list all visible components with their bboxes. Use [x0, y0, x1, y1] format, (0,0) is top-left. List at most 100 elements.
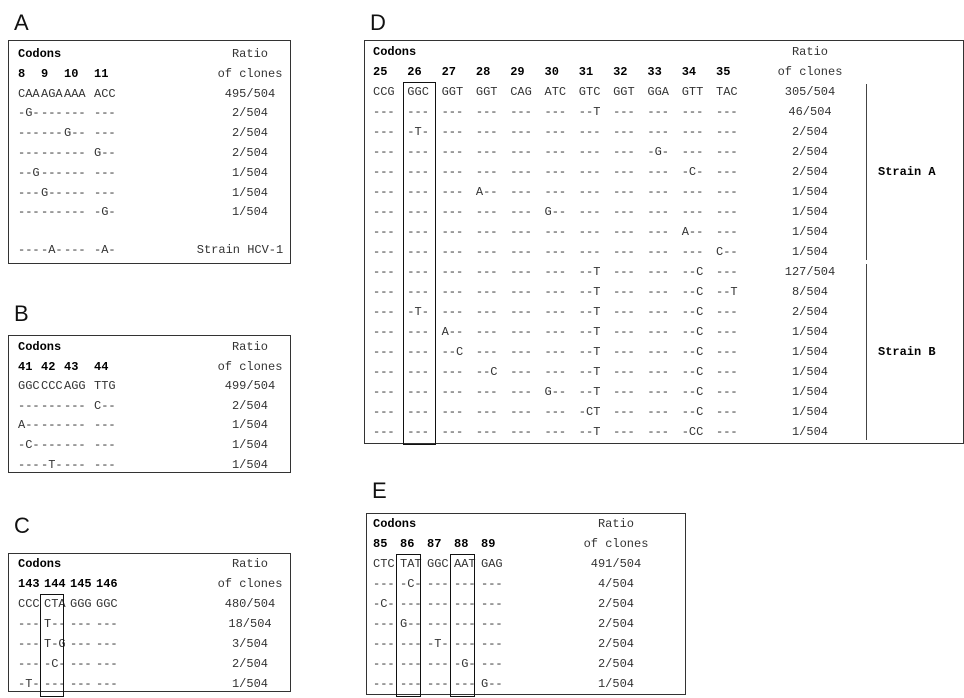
codon-cell: ---	[64, 457, 86, 472]
ratio-cell: 2/504	[231, 126, 268, 141]
panel-E	[366, 513, 686, 695]
codon-cell: ---	[716, 225, 738, 239]
codon-cell: ---	[613, 105, 635, 119]
codon-cell: -C-	[18, 438, 40, 452]
codon-cell: -T-	[407, 305, 429, 319]
codon-cell: ---	[510, 305, 532, 319]
codon-cell: ---	[64, 185, 86, 200]
ratio-cell: 1/504	[791, 325, 828, 339]
codon-cell: ---	[647, 265, 669, 279]
ratio-label: Ratio	[231, 340, 268, 354]
ratio-label: Ratio	[597, 517, 634, 531]
codon-cell: ---	[578, 205, 601, 219]
codon-number: 31	[578, 65, 594, 79]
codon-cell: --C	[681, 365, 704, 379]
codon-cell: ---	[407, 225, 429, 239]
codon-cell: ---	[647, 305, 669, 319]
codon-cell: ---	[94, 418, 116, 433]
codon-cell: ---	[407, 425, 429, 439]
codon-number: 44	[94, 359, 109, 374]
codon-cell: ---	[400, 597, 422, 611]
ratio-label: of clones	[217, 577, 283, 591]
codon-cell: ---	[64, 146, 86, 160]
codon-cell: ---	[441, 205, 464, 219]
codon-cell: ---	[18, 398, 40, 413]
codon-cell: ---	[475, 165, 498, 179]
ratio-cell: 1/504	[791, 365, 828, 379]
codon-number: 25	[373, 65, 388, 79]
codon-cell: ---	[94, 165, 116, 180]
codon-cell: --C	[681, 385, 704, 399]
ratio-cell: 4/504	[597, 577, 634, 591]
codon-cell: A--	[18, 418, 40, 433]
codon-cell: CAG	[510, 85, 532, 99]
codon-cell: -CC	[681, 425, 704, 439]
panel-letter: E	[372, 478, 387, 503]
codon-cell: TAC	[716, 85, 738, 99]
codon-cell: ---	[373, 577, 395, 591]
codon-cell: ---	[373, 285, 395, 299]
panel-letter: C	[14, 513, 30, 538]
ratio-cell: 1/504	[791, 405, 828, 419]
codon-cell: ---	[510, 105, 532, 119]
codon-cell: --T	[578, 365, 601, 379]
codon-cell: AAA	[64, 86, 86, 101]
ratio-cell: 1/504	[231, 165, 268, 180]
codon-cell: ---	[510, 205, 532, 219]
codon-cell: ---	[441, 185, 464, 199]
codon-cell: ---	[647, 225, 669, 239]
codon-cell: ---	[407, 185, 429, 199]
codons-label: Codons	[18, 47, 62, 61]
panel-C	[8, 553, 291, 692]
codon-cell: C--	[716, 245, 738, 259]
codon-cell: ---	[373, 617, 395, 631]
codon-number: 33	[647, 65, 662, 79]
codon-column-highlight	[40, 594, 64, 697]
codon-cell: ---	[578, 225, 601, 239]
codon-cell: ---	[510, 285, 532, 299]
codon-cell: --C	[681, 345, 704, 359]
codon-cell: ---	[647, 385, 669, 399]
codon-cell: ---	[716, 105, 738, 119]
panel-letter: A	[14, 10, 29, 35]
codon-cell: ATC	[544, 85, 567, 99]
codon-cell: ---	[510, 265, 532, 279]
codon-cell: ---	[544, 425, 567, 439]
codon-cell: ---	[94, 457, 116, 472]
codon-cell: -G-	[18, 106, 40, 121]
codon-cell: --G	[18, 165, 40, 180]
codon-cell: ACC	[94, 86, 116, 101]
codon-cell: -A-	[94, 243, 116, 258]
ratio-cell: 1/504	[231, 205, 268, 220]
codon-cell: ---	[441, 385, 464, 399]
codon-cell: GTT	[681, 85, 704, 99]
codon-cell: ---	[613, 205, 635, 219]
codon-cell: ---	[613, 305, 635, 319]
codon-cell: ---	[454, 597, 476, 611]
ratio-cell: 3/504	[231, 637, 268, 651]
codon-cell: AAT	[454, 557, 476, 571]
codon-cell: ---	[510, 185, 532, 199]
codon-cell: ---	[373, 637, 395, 651]
ratio-cell: 46/504	[788, 105, 832, 119]
codon-cell: ---	[613, 225, 635, 239]
codon-cell: ---	[475, 205, 498, 219]
ratio-cell: 2/504	[791, 125, 828, 139]
ratio-cell: 1/504	[231, 185, 268, 200]
codon-cell: --C	[475, 365, 498, 379]
codon-cell: ---	[613, 285, 635, 299]
codon-cell: ---	[441, 105, 464, 119]
codon-cell: TTG	[94, 379, 116, 394]
codon-cell: ---	[475, 225, 498, 239]
codon-cell: ---	[716, 205, 738, 219]
codon-cell: ---	[373, 165, 395, 179]
codon-cell: CTC	[373, 557, 395, 571]
ratio-cell: 1/504	[231, 677, 268, 691]
codon-cell: ---	[510, 225, 532, 239]
ratio-cell: 2/504	[231, 106, 268, 121]
codon-number: 143	[18, 577, 40, 591]
ratio-cell: 2/504	[791, 145, 828, 159]
ratio-cell: 1/504	[791, 425, 828, 439]
codon-cell: -A-	[41, 243, 63, 258]
codon-cell: C--	[94, 398, 116, 413]
